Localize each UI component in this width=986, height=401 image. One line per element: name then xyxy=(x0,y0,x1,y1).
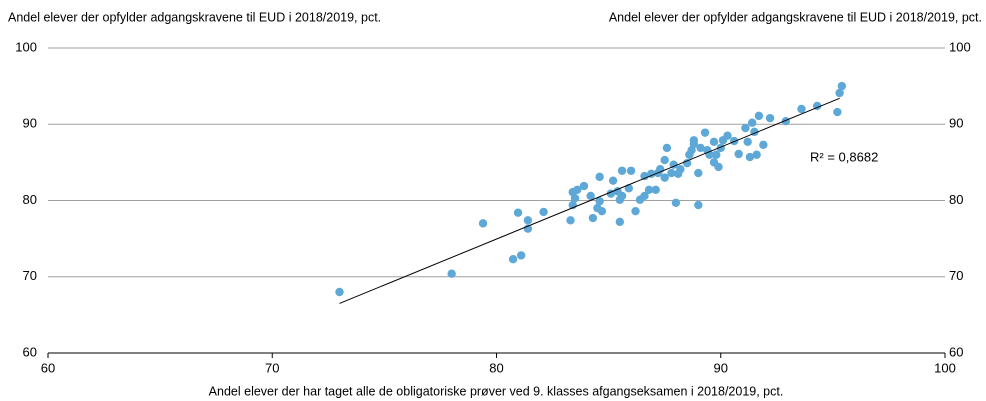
point xyxy=(595,197,604,206)
point xyxy=(660,173,669,182)
point xyxy=(797,104,806,114)
point xyxy=(626,166,636,175)
point xyxy=(516,251,526,260)
point xyxy=(579,181,589,191)
point xyxy=(617,166,627,175)
point xyxy=(676,165,685,174)
point xyxy=(694,200,703,210)
point xyxy=(660,155,669,165)
point xyxy=(747,118,757,127)
point xyxy=(617,191,627,201)
point xyxy=(667,168,676,178)
point xyxy=(447,269,456,278)
point xyxy=(689,136,699,145)
point xyxy=(615,217,625,227)
point xyxy=(712,150,721,159)
y-axis-title: Andel elever der opfylder adgangskravene… xyxy=(8,10,381,24)
point xyxy=(743,137,752,146)
point xyxy=(759,140,768,150)
y-tick-label: 80 xyxy=(23,192,37,207)
point xyxy=(508,255,518,264)
point xyxy=(754,111,764,121)
point xyxy=(588,213,598,223)
trendline xyxy=(339,97,840,304)
y-tick-label: 100 xyxy=(15,39,37,54)
y2-tick-label: 60 xyxy=(949,344,963,359)
x-tick-label: 100 xyxy=(934,360,956,375)
x-tick-label: 90 xyxy=(714,360,728,375)
point xyxy=(714,162,723,172)
point xyxy=(608,176,618,185)
y2-tick-label: 70 xyxy=(949,268,963,283)
point xyxy=(523,216,533,225)
point xyxy=(662,143,672,153)
point xyxy=(631,206,640,216)
point xyxy=(513,208,523,217)
point xyxy=(752,150,761,159)
y-tick-label: 90 xyxy=(23,116,37,131)
point xyxy=(597,206,607,216)
x-axis-title: Andel elever der har taget alle de oblig… xyxy=(209,384,784,398)
x-tick-label: 60 xyxy=(41,360,55,375)
point xyxy=(835,88,844,98)
point xyxy=(566,216,575,225)
point xyxy=(765,113,775,123)
point xyxy=(745,152,755,162)
point xyxy=(734,149,743,159)
y2-axis-title: Andel elever der opfylder adgangskravene… xyxy=(609,10,982,24)
point xyxy=(682,158,692,168)
x-tick-label: 70 xyxy=(265,360,279,375)
y-tick-label: 70 xyxy=(23,268,37,283)
point xyxy=(478,219,488,228)
point xyxy=(694,168,703,178)
point xyxy=(586,191,595,201)
point xyxy=(651,185,660,195)
point xyxy=(741,123,750,133)
point xyxy=(671,198,681,207)
point xyxy=(723,131,732,140)
point xyxy=(539,207,548,217)
x-tick-label: 80 xyxy=(489,360,503,375)
point xyxy=(833,107,842,117)
point xyxy=(644,185,654,195)
point xyxy=(640,191,649,201)
point xyxy=(837,81,847,91)
annotation: R² = 0,8682 xyxy=(810,149,878,164)
y-tick-label: 60 xyxy=(23,344,37,359)
point xyxy=(709,137,719,146)
y2-tick-label: 90 xyxy=(949,116,963,131)
point xyxy=(335,287,344,297)
point xyxy=(700,128,710,137)
point xyxy=(573,185,582,195)
point xyxy=(696,143,705,153)
y2-tick-label: 80 xyxy=(949,192,963,207)
y2-tick-label: 100 xyxy=(949,39,971,54)
point xyxy=(640,171,649,181)
point xyxy=(624,184,634,193)
point xyxy=(595,172,604,182)
